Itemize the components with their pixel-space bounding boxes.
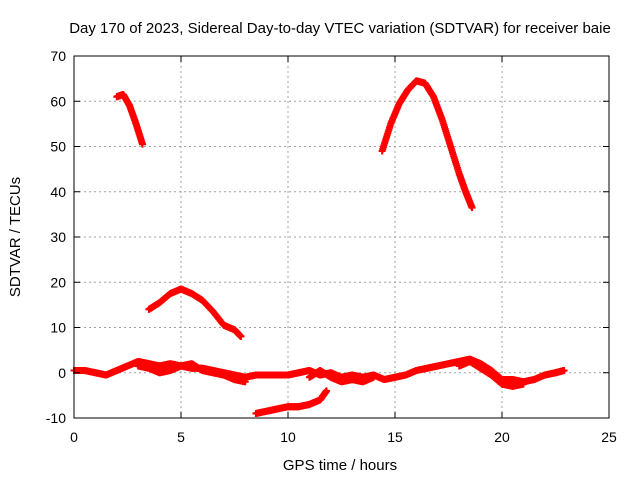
chart-title: Day 170 of 2023, Sidereal Day-to-day VTE… — [69, 20, 611, 37]
x-tick-label: 25 — [601, 429, 617, 445]
y-tick-label: 50 — [50, 139, 66, 155]
series-arc-4 — [252, 387, 331, 417]
x-tick-label: 20 — [494, 429, 510, 445]
y-tick-label: -10 — [46, 410, 66, 426]
data-point — [323, 387, 331, 395]
data-point — [241, 378, 249, 386]
x-tick-label: 5 — [177, 429, 185, 445]
y-tick-label: 60 — [50, 93, 66, 109]
data-point — [560, 366, 568, 374]
x-tick-label: 10 — [280, 429, 296, 445]
x-axis-label: GPS time / hours — [283, 457, 397, 474]
data-point — [519, 380, 527, 388]
data-point — [138, 140, 146, 148]
y-axis-label: SDTVAR / TECUs — [7, 177, 24, 297]
series-arc-8 — [455, 357, 527, 390]
x-tick-label: 0 — [70, 429, 78, 445]
data-points — [70, 77, 568, 417]
y-tick-label: 70 — [50, 48, 66, 64]
y-tick-label: 20 — [50, 274, 66, 290]
series-arc-7 — [305, 366, 378, 386]
series-arc-3 — [145, 285, 245, 341]
data-point — [237, 333, 245, 341]
x-tick-label: 15 — [387, 429, 403, 445]
series-arc-2 — [378, 77, 476, 212]
series-arc-1 — [113, 90, 146, 148]
series-arc-6 — [134, 360, 249, 386]
y-tick-label: 30 — [50, 229, 66, 245]
y-tick-label: 40 — [50, 184, 66, 200]
data-point — [468, 204, 476, 212]
y-tick-label: 0 — [58, 365, 66, 381]
data-point — [370, 373, 378, 381]
y-tick-label: 10 — [50, 320, 66, 336]
